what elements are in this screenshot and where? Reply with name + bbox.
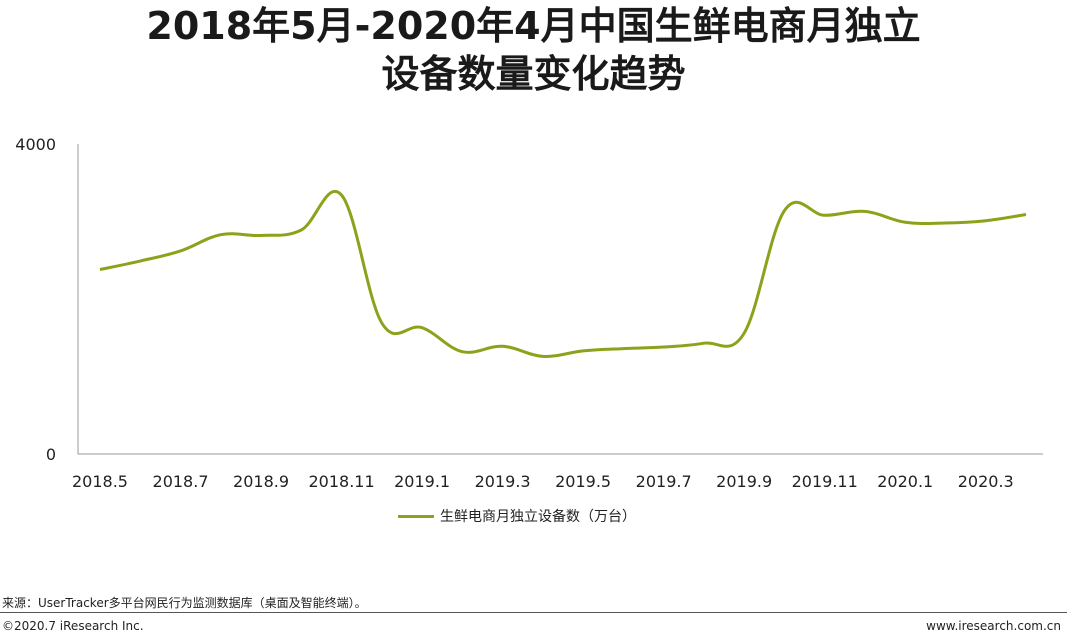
data-point — [219, 233, 223, 237]
footer-divider — [0, 612, 1067, 613]
x-tick-label: 2019.9 — [716, 472, 772, 491]
data-point — [581, 349, 585, 353]
x-tick-label: 2019.3 — [475, 472, 531, 491]
line-chart: 4000 0 2018.5 2018.7 2018.9 2018.11 2019.1 2019… — [15, 135, 1043, 491]
x-tick-label: 2019.11 — [792, 472, 858, 491]
data-point — [782, 209, 786, 213]
chart-legend: 生鲜电商月独立设备数（万台） — [398, 506, 636, 526]
data-point — [501, 344, 505, 348]
data-point — [702, 341, 706, 345]
legend-label: 生鲜电商月独立设备数（万台） — [440, 509, 636, 525]
x-tick-label: 2018.5 — [72, 472, 128, 491]
source-note: 来源：UserTracker多平台网民行为监测数据库（桌面及智能终端）。 — [2, 596, 367, 610]
x-tick-label: 2018.7 — [153, 472, 209, 491]
x-tick-label: 2019.1 — [394, 472, 450, 491]
data-point — [340, 193, 344, 197]
x-tick-label: 2020.3 — [958, 472, 1014, 491]
x-tick-label: 2018.9 — [233, 472, 289, 491]
x-tick-label: 2019.7 — [636, 472, 692, 491]
data-point — [823, 213, 827, 217]
chart-title-line2: 设备数量变化趋势 — [381, 52, 686, 96]
series-line — [99, 190, 1027, 358]
data-point — [742, 331, 746, 335]
copyright-text: ©2020.7 iResearch Inc. — [2, 619, 144, 633]
data-point — [259, 233, 263, 237]
data-point — [943, 221, 947, 225]
data-point — [541, 354, 545, 358]
x-tick-label: 2020.1 — [877, 472, 933, 491]
y-tick-label: 0 — [46, 445, 56, 464]
data-point — [863, 209, 867, 213]
data-point — [138, 259, 142, 263]
data-point — [460, 350, 464, 354]
data-point — [98, 268, 102, 272]
data-point — [179, 249, 183, 253]
x-tick-label: 2019.5 — [555, 472, 611, 491]
data-point — [299, 228, 303, 232]
website-link[interactable]: www.iresearch.com.cn — [926, 619, 1061, 633]
data-point — [420, 326, 424, 330]
chart-title-line1: 2018年5月-2020年4月中国生鲜电商月独立 — [146, 4, 921, 48]
data-point — [1024, 213, 1028, 217]
data-point — [984, 219, 988, 223]
data-point — [621, 347, 625, 351]
data-point — [662, 345, 666, 349]
data-point — [380, 321, 384, 325]
x-tick-label: 2018.11 — [308, 472, 374, 491]
y-tick-label: 4000 — [15, 135, 56, 154]
data-point — [903, 220, 907, 224]
legend-line-swatch — [398, 514, 434, 518]
